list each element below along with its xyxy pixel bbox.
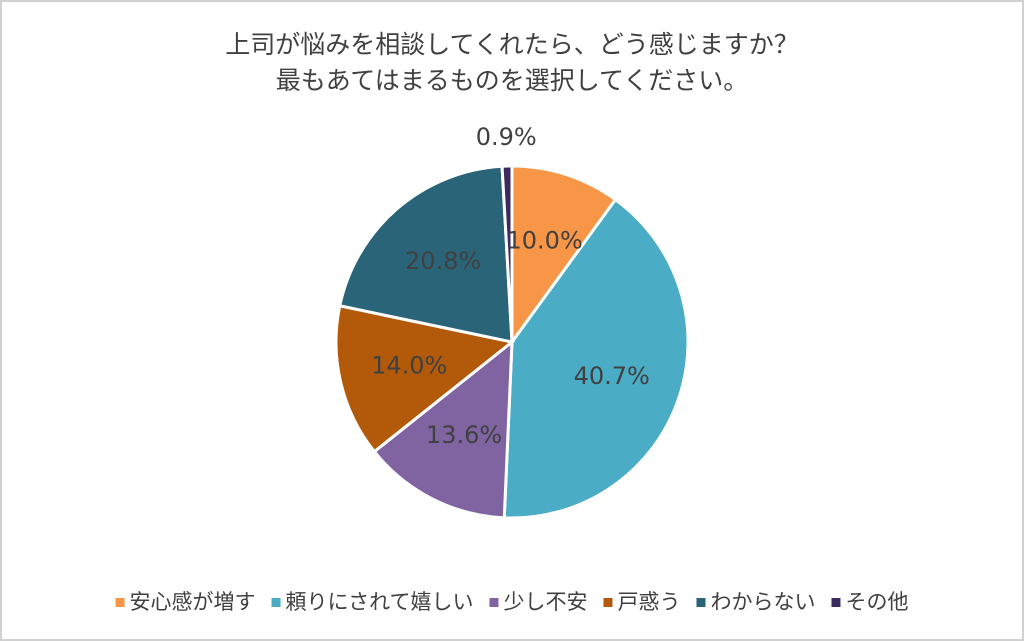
legend-swatch [831, 598, 841, 607]
data-label: 0.9% [476, 123, 537, 151]
chart-title: 上司が悩みを相談してくれたら、どう感じますか？ [225, 30, 799, 59]
legend-label: 安心感が増す [130, 590, 256, 614]
pie-slice [337, 164, 514, 344]
legend-label: 頼りにされて嬉しい [286, 590, 474, 614]
pie-slice [372, 338, 514, 520]
pie-slice [502, 197, 690, 520]
data-label: 13.6% [426, 421, 502, 449]
legend-label: その他 [845, 590, 908, 614]
pie-slice [334, 303, 516, 454]
legend-swatch [696, 598, 706, 607]
chart-title: 最もあてはまるものを選択してください。 [276, 66, 749, 95]
pie-slice [510, 164, 618, 347]
legend-swatch [115, 598, 125, 607]
data-label: 10.0% [507, 227, 583, 255]
data-label: 20.8% [405, 247, 481, 275]
legend-swatch [271, 598, 281, 607]
legend-swatch [489, 598, 499, 607]
legend-label: 戸惑う [617, 590, 680, 614]
legend-swatch [603, 598, 613, 607]
data-label: 40.7% [574, 362, 650, 390]
pie-slice [500, 164, 514, 343]
legend-label: わからない [710, 590, 815, 614]
data-label: 14.0% [371, 351, 447, 379]
legend-label: 少し不安 [503, 590, 587, 614]
